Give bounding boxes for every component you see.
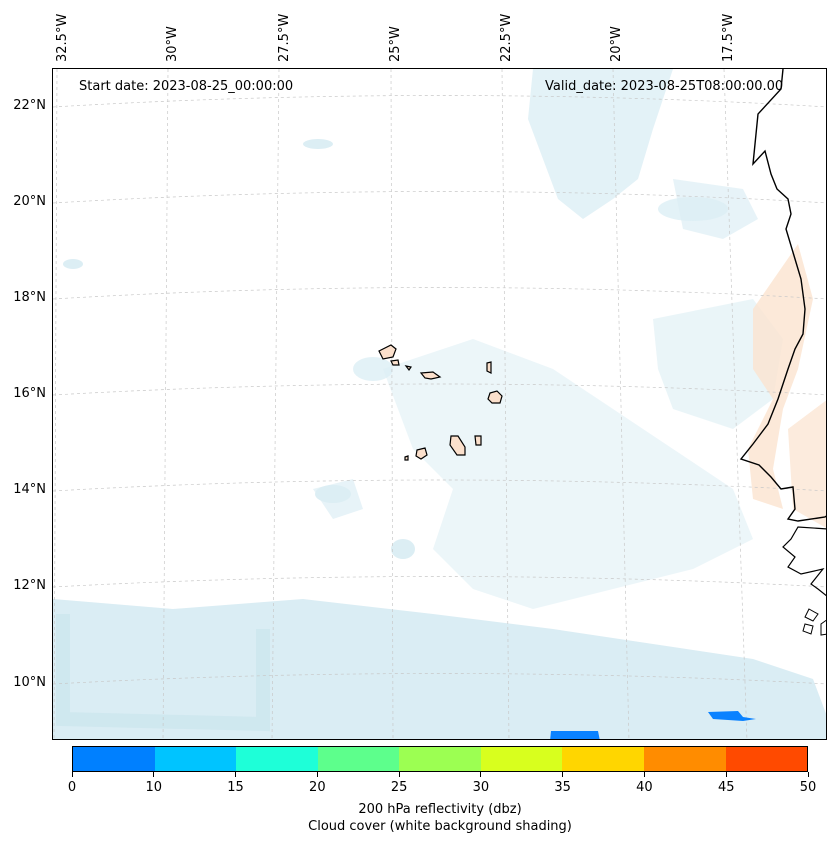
colorbar-tick [725,772,727,777]
graticule [53,69,826,739]
colorbar-label-line1: 200 hPa reflectivity (dbz) [358,802,522,817]
start-date-text: Start date: 2023-08-25_00:00:00 [79,79,294,94]
island-sao-vicente [390,359,400,366]
lat-label-16n: 16°N [13,386,46,401]
colorbar-segment [236,747,318,771]
colorbar [72,746,808,772]
colorbar-tick [562,772,564,777]
cloud-blob-5 [63,259,83,269]
cloud-band-central [383,339,753,609]
colorbar-tick-label: 25 [390,780,408,795]
cloud-cover-shading [53,69,826,739]
colorbar-segment [73,747,155,771]
lon-label-17-5w: 17.5°W [721,13,736,62]
colorbar-segment [317,747,400,771]
island-maio [474,435,482,446]
colorbar-segment [643,747,726,771]
colorbar-segment [725,747,808,771]
colorbar-tick-label: 40 [636,780,653,795]
island-sal [486,361,492,374]
reflectivity-echoes [550,711,756,739]
island-boa-vista [487,390,503,404]
colorbar-label-line2: Cloud cover (white background shading) [308,819,572,834]
lon-label-27-5w: 27.5°W [277,13,292,62]
cloud-blob-1 [315,485,351,503]
island-santa-luzia [404,365,412,372]
map-canvas [53,69,826,739]
lat-label-14n: 14°N [13,482,46,497]
echo-southeast [708,711,756,721]
lon-label-25w: 25°W [388,26,403,62]
colorbar-tick [316,772,318,777]
cloud-band-south [53,599,826,739]
colorbar-segment [399,747,481,771]
warm-patch-coast-south [788,400,826,528]
island-santiago [449,435,466,456]
colorbar-tick-label: 50 [799,780,817,795]
colorbar-tick [235,772,237,777]
africa-coastline [739,69,826,522]
colorbar-tick [398,772,400,777]
colorbar-tick [807,772,809,777]
colorbar-tick-label: 35 [554,780,571,795]
colorbar-tick-label: 15 [227,780,244,795]
colorbar-segment [480,747,563,771]
colorbar-tick-label: 45 [717,780,735,795]
cloud-blob-3 [353,357,393,381]
warm-patch-coast [748,244,813,509]
colorbar-segment [154,747,237,771]
lon-label-22-5w: 22.5°W [499,13,514,62]
island-fogo [415,447,428,460]
cloud-blob-6 [303,139,333,149]
cloud-patch-east [653,299,783,429]
colorbar-tick [480,772,482,777]
cloud-patch-north [528,69,673,219]
colorbar-tick-label: 0 [67,780,77,795]
island-santo-antao [378,344,397,360]
valid-date-text: Valid_date: 2023-08-25T08:00:00.00 [545,79,784,94]
lat-label-10n: 10°N [13,675,46,690]
africa-coastline-south [782,526,826,597]
colorbar-tick [643,772,645,777]
colorbar-tick-label: 20 [309,780,326,795]
island-sao-nicolau [419,371,442,380]
lat-label-12n: 12°N [13,578,46,593]
colorbar-tick [153,772,155,777]
cape-verde-islands [378,344,503,461]
lat-label-20n: 20°N [13,194,46,209]
colorbar-tick [71,772,73,777]
warm-shading [748,244,826,528]
map-panel: Start date: 2023-08-25_00:00:00 Valid_da… [52,68,827,740]
cloud-frame-southwest [56,614,270,732]
lat-label-18n: 18°N [13,290,46,305]
cloud-blob-2 [391,539,415,559]
island-brava [404,455,409,461]
colorbar-segment [562,747,644,771]
echo-south-central [550,731,600,739]
cloud-blob-4 [658,197,728,221]
lat-label-22n: 22°N [13,98,46,113]
lon-label-20w: 20°W [609,26,624,62]
lon-label-32-5w: 32.5°W [55,13,70,62]
colorbar-tick-label: 10 [145,780,163,795]
lon-label-30w: 30°W [165,26,180,62]
bijagos-islands [802,608,826,636]
colorbar-tick-label: 30 [472,780,490,795]
